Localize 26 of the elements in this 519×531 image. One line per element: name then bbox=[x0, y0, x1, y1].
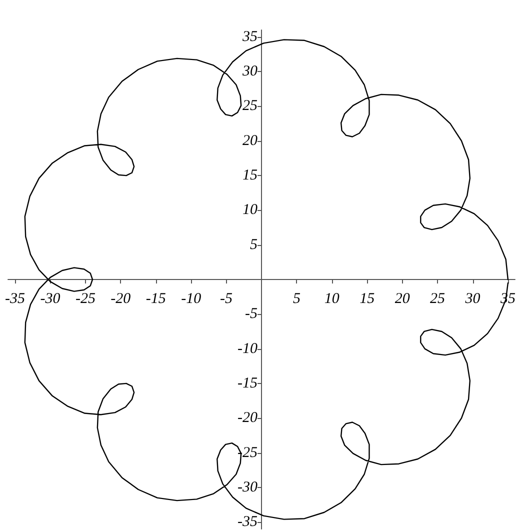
x-tick-label: -10 bbox=[181, 291, 202, 307]
y-tick-label: 20 bbox=[242, 132, 258, 149]
y-tick-label: -20 bbox=[238, 410, 258, 426]
x-tick-label: 15 bbox=[360, 291, 376, 307]
x-tick-label: 20 bbox=[394, 291, 410, 307]
x-tick-label: -15 bbox=[146, 291, 166, 307]
x-tick-label: 10 bbox=[324, 291, 340, 307]
y-tick-label: 25 bbox=[242, 98, 258, 114]
x-tick-label: -25 bbox=[75, 291, 96, 307]
y-tick-label: 30 bbox=[242, 64, 258, 80]
y-tick-label: 15 bbox=[242, 168, 258, 184]
x-tick-label: 5 bbox=[292, 291, 301, 307]
y-tick-label: -30 bbox=[238, 479, 258, 496]
y-tick-label: 35 bbox=[242, 28, 258, 45]
x-tick-label: -20 bbox=[110, 291, 132, 307]
x-tick-label: -35 bbox=[5, 291, 26, 307]
y-tick-label: -5 bbox=[245, 306, 258, 322]
x-tick-label: 25 bbox=[430, 291, 446, 307]
y-tick-label: -10 bbox=[238, 340, 258, 357]
y-tick-label: -15 bbox=[238, 375, 258, 392]
x-tick-label: -30 bbox=[40, 291, 61, 307]
x-tick-label: -5 bbox=[220, 291, 234, 307]
y-tick-label: 5 bbox=[250, 236, 258, 253]
x-tick-label: 30 bbox=[464, 291, 481, 307]
y-tick-label: 10 bbox=[242, 202, 258, 218]
y-tick-label: -35 bbox=[238, 514, 258, 530]
